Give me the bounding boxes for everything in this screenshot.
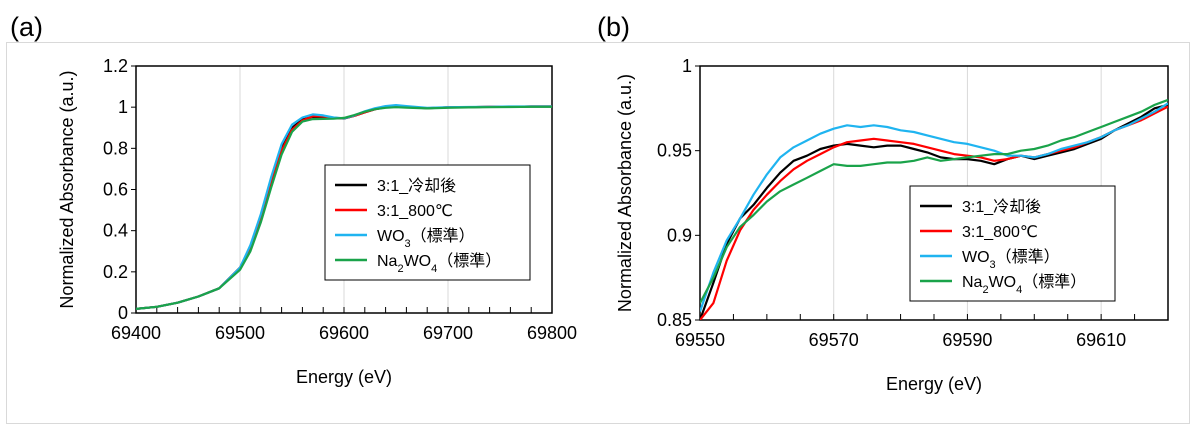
legend-label-2: WO3（標準） — [377, 227, 475, 250]
x-tick-label: 69700 — [423, 323, 473, 343]
x-tick-label: 69800 — [527, 323, 577, 343]
x-tick-label: 69610 — [1076, 330, 1126, 350]
legend: 3:1_冷却後 3:1_800℃ WO3（標準）Na2WO4（標準） — [324, 164, 531, 281]
x-tick-label: 69550 — [675, 330, 725, 350]
x-axis-title: Energy (eV) — [296, 367, 392, 387]
plot-border — [699, 65, 1169, 321]
series-line-3 — [136, 105, 552, 310]
legend-label-1: 3:1_800℃ — [377, 203, 453, 220]
panel-b-frame — [586, 42, 1190, 424]
y-tick-label: 0.9 — [667, 225, 692, 245]
x-tick-label: 69570 — [809, 330, 859, 350]
y-tick-label: 1.2 — [103, 56, 128, 76]
chart-panel-b: (b) 0.85 0.9 0.95 1 69550 69570 69590 69610 Energ… — [597, 12, 1169, 394]
y-tick-label: 0 — [118, 303, 128, 323]
x-axis-title: Energy (eV) — [886, 374, 982, 394]
x-tick-label: 69500 — [215, 323, 265, 343]
y-tick-label: 0.8 — [103, 138, 128, 158]
y-tick-label: 1 — [118, 97, 128, 117]
panel-label: (a) — [10, 12, 43, 42]
y-axis-title: Normalized Absorbance (a.u.) — [57, 70, 77, 308]
chart-panel-a: (a) 0 0.2 0.4 0.6 0.8 1 1.2 69400 69500 69600 69700… — [10, 12, 577, 387]
legend-label-2: WO3（標準） — [962, 248, 1060, 271]
legend-label-3: Na2WO4（標準） — [962, 273, 1086, 296]
series-group — [700, 98, 1168, 320]
legend: 3:1_冷却後 3:1_800℃ WO3（標準）Na2WO4（標準） — [909, 185, 1116, 302]
panel-label: (b) — [597, 12, 630, 42]
panel-a-frame — [6, 42, 587, 424]
y-tick-label: 1 — [682, 56, 692, 76]
y-tick-label: 0.4 — [103, 221, 128, 241]
x-tick-label: 69590 — [942, 330, 992, 350]
legend-label-0: 3:1_冷却後 — [377, 177, 456, 195]
x-tick-label: 69400 — [111, 323, 161, 343]
series-line-2 — [700, 102, 1168, 312]
y-tick-label: 0.2 — [103, 262, 128, 282]
series-group — [136, 104, 552, 310]
legend-label-0: 3:1_冷却後 — [962, 198, 1041, 216]
legend-label-1: 3:1_800℃ — [962, 224, 1038, 241]
y-tick-label: 0.6 — [103, 180, 128, 200]
series-line-0 — [700, 103, 1168, 320]
y-axis-title: Normalized Absorbance (a.u.) — [615, 74, 635, 312]
y-tick-label: 0.95 — [657, 141, 692, 161]
series-line-3 — [700, 98, 1168, 304]
x-tick-label: 69600 — [319, 323, 369, 343]
legend-label-3: Na2WO4（標準） — [377, 252, 501, 275]
y-tick-label: 0.85 — [657, 310, 692, 330]
